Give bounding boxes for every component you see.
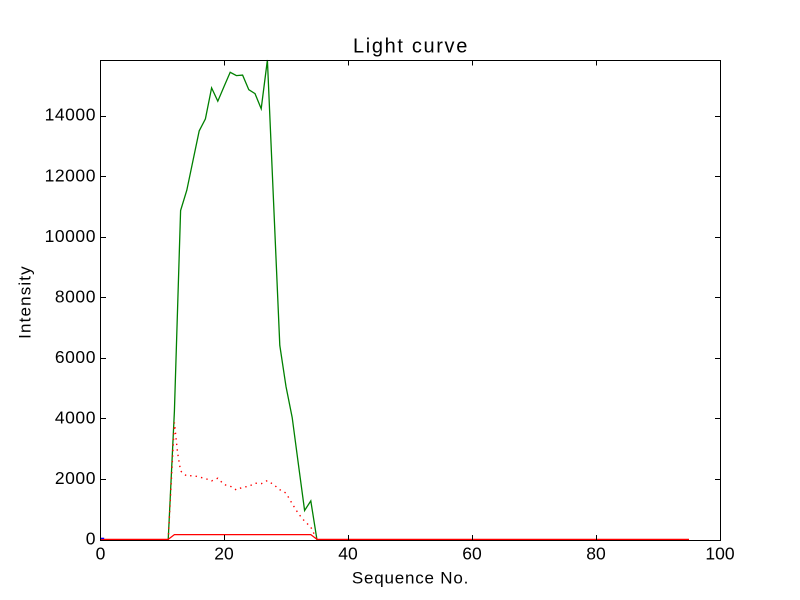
svg-text:Intensity: Intensity	[16, 265, 35, 339]
svg-text:Light curve: Light curve	[353, 36, 469, 58]
svg-text:2000: 2000	[55, 468, 96, 488]
svg-text:14000: 14000	[45, 105, 96, 125]
svg-text:0: 0	[86, 529, 96, 549]
svg-text:0: 0	[96, 544, 106, 564]
svg-text:10000: 10000	[45, 226, 96, 246]
svg-text:4000: 4000	[55, 408, 96, 428]
svg-text:20: 20	[214, 544, 234, 564]
svg-text:80: 80	[586, 544, 606, 564]
svg-text:Sequence No.: Sequence No.	[352, 568, 469, 587]
svg-text:60: 60	[462, 544, 482, 564]
svg-text:6000: 6000	[55, 347, 96, 367]
svg-text:8000: 8000	[55, 286, 96, 306]
svg-text:40: 40	[338, 544, 358, 564]
svg-text:100: 100	[705, 544, 734, 564]
svg-text:12000: 12000	[45, 165, 96, 185]
